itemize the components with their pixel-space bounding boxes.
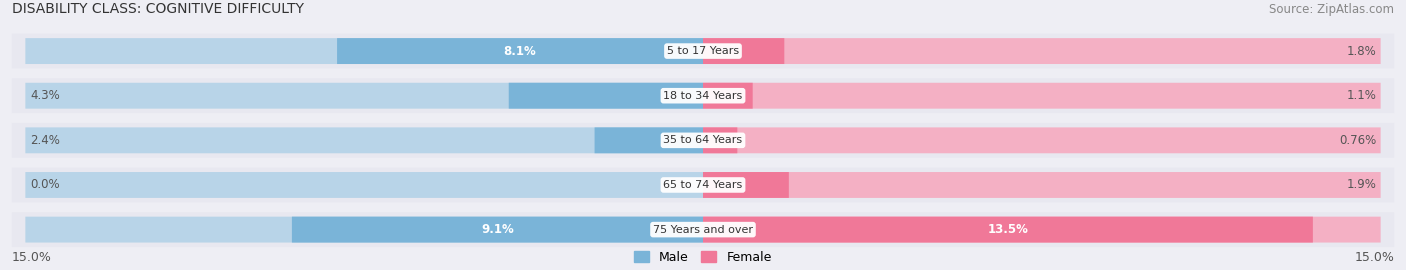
Text: 1.8%: 1.8% bbox=[1347, 45, 1376, 58]
Text: Source: ZipAtlas.com: Source: ZipAtlas.com bbox=[1270, 3, 1395, 16]
FancyBboxPatch shape bbox=[25, 83, 703, 109]
Text: 65 to 74 Years: 65 to 74 Years bbox=[664, 180, 742, 190]
Legend: Male, Female: Male, Female bbox=[630, 246, 776, 269]
Text: 13.5%: 13.5% bbox=[987, 223, 1028, 236]
FancyBboxPatch shape bbox=[11, 123, 1395, 158]
Text: 15.0%: 15.0% bbox=[11, 251, 52, 264]
FancyBboxPatch shape bbox=[703, 217, 1381, 242]
Text: 35 to 64 Years: 35 to 64 Years bbox=[664, 135, 742, 145]
Text: 8.1%: 8.1% bbox=[503, 45, 537, 58]
FancyBboxPatch shape bbox=[11, 212, 1395, 247]
FancyBboxPatch shape bbox=[11, 168, 1395, 202]
Text: 4.3%: 4.3% bbox=[30, 89, 59, 102]
FancyBboxPatch shape bbox=[337, 38, 703, 64]
FancyBboxPatch shape bbox=[25, 217, 703, 242]
FancyBboxPatch shape bbox=[25, 172, 703, 198]
FancyBboxPatch shape bbox=[703, 83, 752, 109]
FancyBboxPatch shape bbox=[703, 172, 789, 198]
Text: 5 to 17 Years: 5 to 17 Years bbox=[666, 46, 740, 56]
Text: 1.9%: 1.9% bbox=[1346, 178, 1376, 191]
Text: DISABILITY CLASS: COGNITIVE DIFFICULTY: DISABILITY CLASS: COGNITIVE DIFFICULTY bbox=[11, 2, 304, 16]
FancyBboxPatch shape bbox=[25, 38, 703, 64]
Text: 75 Years and over: 75 Years and over bbox=[652, 225, 754, 235]
FancyBboxPatch shape bbox=[703, 172, 1381, 198]
FancyBboxPatch shape bbox=[11, 34, 1395, 69]
Text: 0.0%: 0.0% bbox=[30, 178, 59, 191]
FancyBboxPatch shape bbox=[25, 127, 703, 153]
FancyBboxPatch shape bbox=[703, 38, 1381, 64]
Text: 1.1%: 1.1% bbox=[1346, 89, 1376, 102]
FancyBboxPatch shape bbox=[595, 127, 703, 153]
FancyBboxPatch shape bbox=[703, 217, 1313, 242]
FancyBboxPatch shape bbox=[509, 83, 703, 109]
Text: 9.1%: 9.1% bbox=[481, 223, 513, 236]
Text: 2.4%: 2.4% bbox=[30, 134, 60, 147]
FancyBboxPatch shape bbox=[703, 127, 1381, 153]
FancyBboxPatch shape bbox=[292, 217, 703, 242]
FancyBboxPatch shape bbox=[703, 83, 1381, 109]
Text: 0.76%: 0.76% bbox=[1339, 134, 1376, 147]
FancyBboxPatch shape bbox=[11, 78, 1395, 113]
Text: 15.0%: 15.0% bbox=[1354, 251, 1395, 264]
FancyBboxPatch shape bbox=[703, 127, 737, 153]
Text: 18 to 34 Years: 18 to 34 Years bbox=[664, 91, 742, 101]
FancyBboxPatch shape bbox=[703, 38, 785, 64]
